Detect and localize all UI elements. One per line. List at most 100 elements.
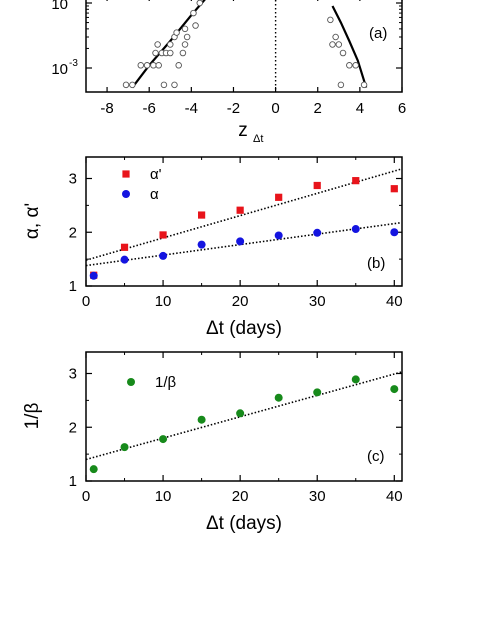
data-point-square [275,193,283,201]
data-point [173,29,180,36]
data-point-circle [390,228,399,237]
x-axis-label: Δt (days) [206,318,282,339]
data-point-square [352,177,360,185]
fit-curve-right [331,5,368,88]
data-point-circle [197,415,206,424]
linear-fit-line [85,371,403,461]
data-point [332,33,339,41]
x-tick-label: 2 [314,100,322,117]
data-point [183,33,191,41]
data-point [167,41,174,48]
panel-b-scatter: 0 10 20 30 40 1 2 3 α' α (b) Δt (days) α, α' [22,156,403,339]
x-axis-label: Δt (days) [206,513,282,534]
plot-frame [85,156,403,287]
data-point [335,41,343,48]
x-tick-label: 10 [155,488,172,505]
legend-label: α [150,186,159,203]
fit-curve-left [131,0,206,89]
data-point [346,62,353,69]
y-axis-label: 1/β [22,403,43,430]
data-point [196,0,204,7]
data-point [352,62,359,69]
x-tick-label: 10 [155,293,172,310]
data-point [339,49,347,57]
data-point [160,81,168,89]
panel-label: (a) [369,25,387,42]
data-point-circle [89,271,98,280]
legend-label: 1/β [155,374,177,391]
plot-frame [85,0,403,93]
plot-frame [85,351,403,482]
data-point [143,62,151,69]
x-tick-label: 30 [309,488,326,505]
y-tick-label-exponent: -3 [69,58,78,69]
x-tick-label: -2 [227,100,240,117]
legend-label: α' [150,166,162,183]
data-point-square [120,243,129,251]
x-tick-label: 4 [356,100,364,117]
y-tick-label-base: 10 [51,0,68,13]
data-point-square [159,231,167,239]
data-point-circle [120,255,129,264]
x-tick-label: 30 [309,293,326,310]
data-point [327,16,334,24]
x-tick-label: 0 [271,100,279,117]
data-point-circle [236,409,245,418]
y-tick-label: 3 [69,366,77,383]
data-point [137,62,145,69]
y-tick-label: 1 [69,278,77,295]
data-point [179,49,187,57]
data-point-circle [120,443,129,452]
linear-fit-line [85,221,403,267]
data-point [150,62,157,69]
data-point-circle [197,240,206,249]
data-point-square [313,181,321,190]
data-point-circle [236,237,245,246]
data-point-circle [89,465,98,474]
y-tick-label: 3 [69,171,77,188]
y-tick-label-base: 10 [51,61,68,78]
panel-label: (c) [367,448,385,465]
data-point-square [236,206,244,214]
y-tick-label: 2 [69,224,77,241]
panel-a-scatter: -8 -6 -4 -2 0 2 4 610 -310(a)z Δt [51,0,406,145]
data-point [181,25,189,33]
x-tick-label: 40 [386,488,403,505]
data-point [129,81,136,89]
data-point [190,9,197,17]
panel-c-scatter: 0 10 20 30 40 1 2 3 1/β (c) Δt (days) 1/β [22,351,403,534]
data-point [337,81,345,89]
data-point-circle [274,393,283,402]
panel-label: (b) [367,255,385,272]
legend-marker-circle [127,378,135,386]
data-point [360,81,368,89]
x-tick-label: 6 [398,100,406,117]
legend-marker-square [122,170,130,178]
data-point [167,49,174,57]
data-point-circle [274,231,283,240]
x-axis-label-subscript: Δt [253,133,263,145]
x-tick-label: 20 [232,293,249,310]
y-tick-label: 1 [69,473,77,490]
x-tick-label: 0 [82,293,90,310]
data-point-square [198,211,206,219]
data-point [155,62,162,69]
data-point [329,41,336,48]
x-tick-label: 0 [82,488,90,505]
data-point-circle [313,228,322,237]
y-tick-label: 2 [69,419,77,436]
data-point [175,62,182,69]
y-axis-label: α, α' [22,203,43,239]
data-point [181,41,189,48]
x-axis-label: z [238,120,248,141]
data-point-circle [159,251,168,260]
data-point-circle [390,385,399,394]
legend-marker-circle [122,190,130,198]
linear-fit-line [85,168,403,261]
data-point-circle [351,375,360,384]
data-point [171,81,178,89]
data-point-square [390,185,398,193]
data-point [154,41,161,48]
data-point-circle [351,225,360,234]
